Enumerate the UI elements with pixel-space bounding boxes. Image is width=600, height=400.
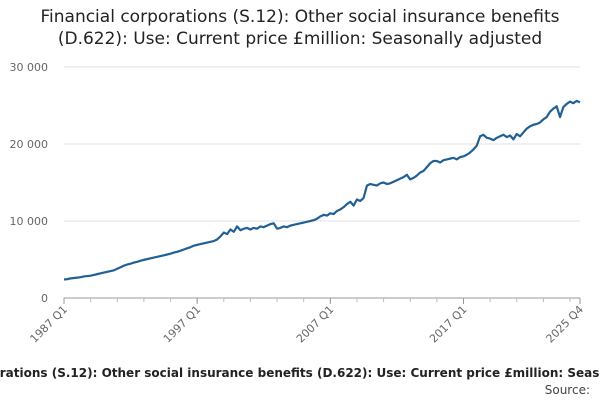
y-tick-label: 10 000 [10,215,49,228]
x-tick-label: 1997 Q1 [161,303,204,346]
y-tick-label: 0 [41,292,48,305]
x-axis-label: Financial corporations (S.12): Other soc… [0,366,600,380]
y-tick-label: 30 000 [10,61,49,74]
data-line [63,99,581,281]
x-tick-label: 2007 Q1 [294,303,337,346]
x-tick-label: 2017 Q1 [427,303,470,346]
y-tick-label: 20 000 [10,138,49,151]
chart-title: Financial corporations (S.12): Other soc… [40,7,560,49]
source: Source: [545,383,590,397]
x-tick-label: 1987 Q1 [28,303,71,346]
x-tick-label: 2025 Q4 [544,303,587,346]
